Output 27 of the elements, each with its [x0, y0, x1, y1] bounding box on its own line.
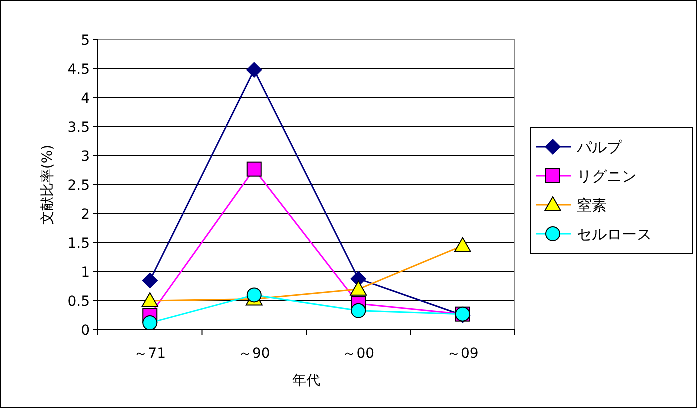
y-tick-label: 3 — [81, 148, 90, 165]
point — [246, 62, 262, 78]
x-axis-title: 年代 — [292, 373, 320, 389]
y-tick-label: 1.5 — [68, 236, 90, 252]
y-axis-title: 文献比率(%) — [40, 144, 56, 226]
y-tick-label: 0 — [81, 322, 90, 339]
legend-label: 窒素 — [577, 196, 607, 214]
point — [351, 303, 366, 318]
y-tick-label: 0.5 — [68, 294, 90, 310]
y-tick-label: 1 — [81, 264, 90, 281]
point — [246, 288, 262, 303]
x-tick-label: ～71 — [134, 346, 166, 362]
y-tick-label: 3.5 — [68, 120, 90, 136]
y-tick-label: 4 — [81, 90, 90, 107]
y-tick-label: 4.5 — [68, 62, 90, 78]
point — [142, 272, 158, 289]
legend-label: パルプ — [576, 138, 623, 156]
point — [142, 316, 158, 331]
legend-label: セルロース — [577, 225, 652, 244]
legend-label: リグニン — [577, 167, 637, 186]
x-tick-label: ～90 — [238, 346, 270, 362]
point — [246, 162, 262, 177]
x-tick-label: ～00 — [342, 346, 375, 362]
y-tick-label: 2.5 — [68, 178, 90, 194]
y-tick-label: 5 — [81, 32, 90, 49]
x-tick-label: ～09 — [446, 346, 479, 362]
y-tick-label: 2 — [81, 206, 90, 223]
